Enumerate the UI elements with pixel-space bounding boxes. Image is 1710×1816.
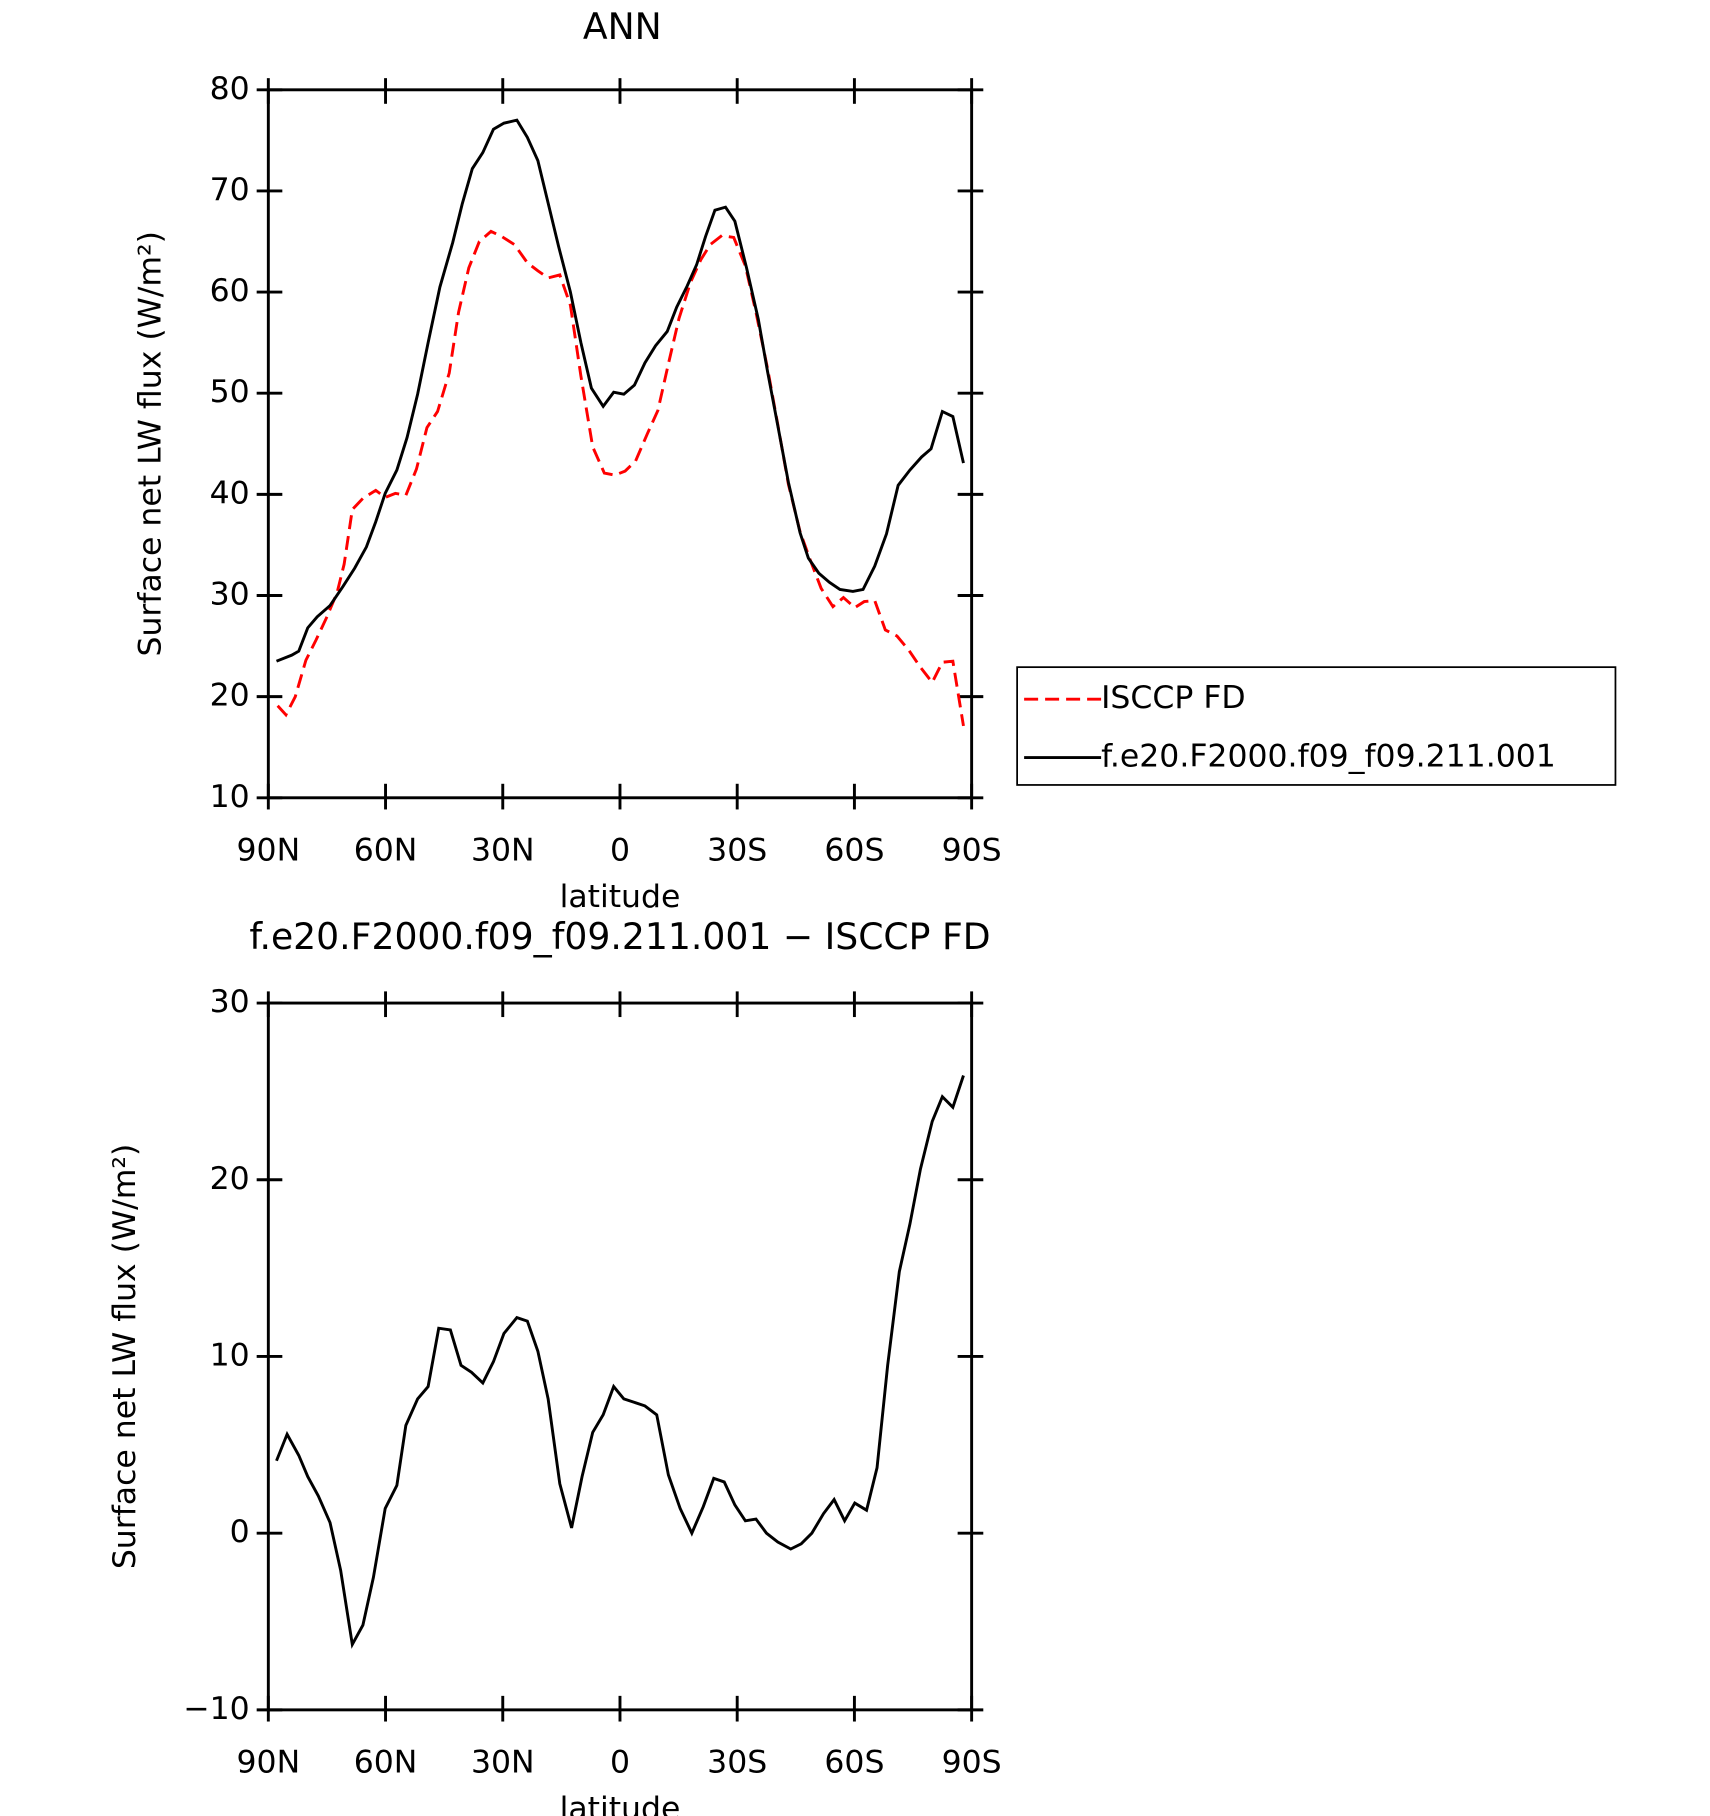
chart-title: ANN	[583, 5, 662, 48]
x-tick-label: 30N	[471, 832, 535, 868]
x-tick-label: 60S	[824, 1745, 884, 1781]
plot-frame	[266, 1001, 974, 1712]
x-tick-label: 90S	[942, 1745, 1002, 1781]
legend-label: f.e20.F2000.f09_f09.211.001	[1101, 739, 1556, 775]
x-tick-label: 30N	[471, 1745, 535, 1781]
y-tick-label: 30	[210, 984, 250, 1020]
y-tick-label: 20	[210, 1161, 250, 1197]
x-tick-label: 90S	[942, 832, 1002, 868]
series-line	[275, 1075, 965, 1649]
y-tick-label: 50	[210, 374, 250, 410]
series-line	[276, 229, 965, 727]
y-tick-label: 10	[210, 779, 250, 815]
x-tick-label: 60N	[354, 1745, 418, 1781]
x-tick-label: 90N	[237, 1745, 301, 1781]
x-axis-label: latitude	[560, 1791, 681, 1816]
y-tick-label: 20	[210, 678, 250, 714]
y-axis-label: Surface net LW flux (W/m²)	[133, 231, 169, 656]
x-axis-label: latitude	[560, 879, 681, 915]
x-tick-label: 90N	[237, 832, 301, 868]
y-tick-label: 40	[210, 475, 250, 511]
y-tick-label: 10	[210, 1337, 250, 1373]
chart-title: f.e20.F2000.f09_f09.211.001 − ISCCP FD	[249, 915, 990, 958]
y-axis-label: Surface net LW flux (W/m²)	[107, 1144, 143, 1569]
y-tick-label: 80	[210, 71, 250, 107]
y-tick-label: 60	[210, 273, 250, 309]
x-tick-label: 0	[610, 1745, 630, 1781]
y-tick-label: 70	[210, 172, 250, 208]
y-tick-label: −10	[183, 1691, 249, 1727]
legend-label: ISCCP FD	[1101, 680, 1246, 716]
legend-box	[1016, 666, 1617, 786]
series-line	[275, 118, 965, 663]
x-tick-label: 30S	[707, 832, 767, 868]
x-tick-label: 60N	[354, 832, 418, 868]
x-tick-label: 30S	[707, 1745, 767, 1781]
plot-frame	[266, 88, 974, 800]
y-tick-label: 30	[210, 577, 250, 613]
x-tick-label: 60S	[824, 832, 884, 868]
x-tick-label: 0	[610, 832, 630, 868]
y-tick-label: 0	[230, 1514, 250, 1550]
